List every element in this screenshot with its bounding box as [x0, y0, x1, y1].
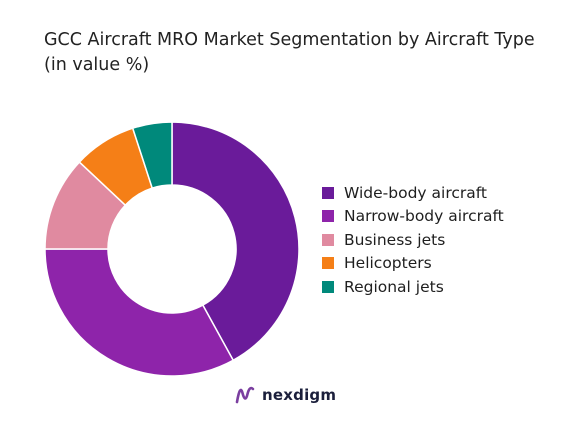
chart-legend: Wide-body aircraft Narrow-body aircraft Bu… [322, 181, 504, 299]
legend-label: Wide-body aircraft [344, 183, 488, 202]
legend-label: Narrow-body aircraft [344, 207, 504, 226]
nexdigm-logo-icon [235, 386, 255, 404]
legend-label: Business jets [344, 230, 446, 249]
legend-swatch [322, 210, 334, 223]
legend-item: Helicopters [322, 252, 504, 276]
donut-slice-narrow-body-aircraft [44, 248, 235, 377]
donut-slice-wide-body-aircraft [171, 121, 300, 362]
legend-item: Wide-body aircraft [322, 181, 504, 205]
donut-slice-regional-jets [131, 121, 173, 190]
legend-label: Helicopters [344, 254, 432, 273]
legend-swatch [322, 233, 334, 246]
legend-item: Business jets [322, 228, 504, 252]
legend-swatch [322, 186, 334, 199]
chart-title: GCC Aircraft MRO Market Segmentation by … [44, 30, 535, 75]
brand-name: nexdigm [262, 386, 337, 404]
brand-logo: nexdigm [234, 384, 336, 406]
legend-item: Regional jets [322, 275, 504, 299]
legend-item: Narrow-body aircraft [322, 205, 504, 229]
legend-swatch [322, 257, 334, 270]
legend-label: Regional jets [344, 277, 444, 296]
legend-swatch [322, 280, 334, 293]
